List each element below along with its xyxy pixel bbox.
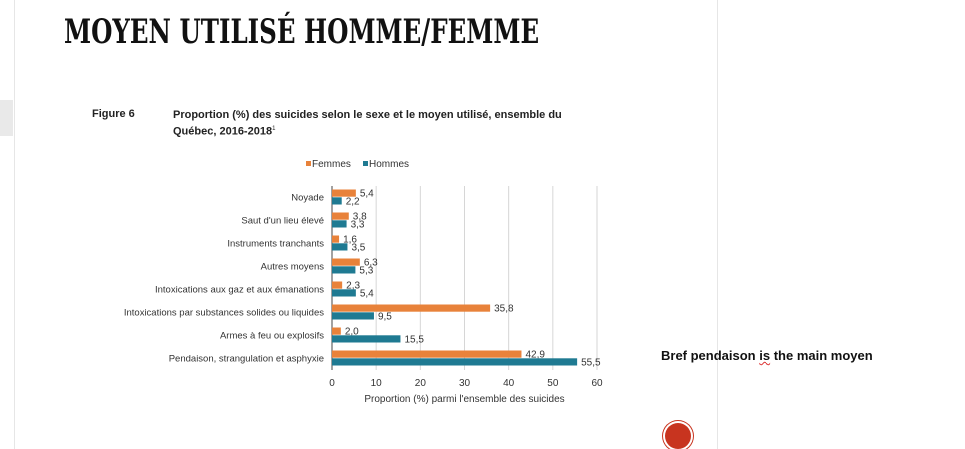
bar-hommes-5 — [332, 312, 374, 320]
category-label-4: Intoxications aux gaz et aux émanations — [155, 285, 324, 296]
data-label-femmes-4: 2,3 — [346, 281, 360, 292]
x-tick-label-2: 20 — [415, 378, 427, 389]
legend-swatch-hommes — [363, 161, 368, 166]
figure-caption-note: 1 — [272, 126, 276, 132]
data-label-hommes-7: 55,5 — [581, 357, 601, 368]
bar-femmes-3 — [332, 258, 360, 266]
slide-frame — [14, 0, 718, 449]
data-label-hommes-5: 9,5 — [378, 311, 392, 322]
bar-hommes-3 — [332, 266, 356, 274]
figure-caption-text: Proportion (%) des suicides selon le sex… — [173, 109, 562, 138]
bar-hommes-6 — [332, 335, 401, 343]
slide-note: Bref pendaison is the main moyen — [661, 348, 873, 363]
x-tick-label-6: 60 — [591, 378, 603, 389]
bar-hommes-4 — [332, 289, 356, 297]
category-label-2: Instruments tranchants — [227, 239, 324, 250]
figure-caption: Proportion (%) des suicides selon le sex… — [173, 108, 603, 139]
category-label-6: Armes à feu ou explosifs — [220, 331, 324, 342]
x-axis-label: Proportion (%) parmi l'ensemble des suic… — [364, 394, 564, 405]
note-text-after: the main moyen — [770, 348, 873, 363]
x-tick-label-3: 30 — [459, 378, 471, 389]
data-label-hommes-0: 2,2 — [346, 196, 360, 207]
bar-hommes-1 — [332, 220, 347, 228]
data-label-hommes-2: 3,5 — [351, 242, 365, 253]
data-label-femmes-1: 3,8 — [353, 212, 367, 223]
bar-femmes-2 — [332, 235, 340, 243]
slide-title: MOYEN UTILISÉ HOMME/FEMME — [64, 12, 540, 52]
note-typo-word: is — [759, 348, 771, 363]
figure-label: Figure 6 — [92, 108, 135, 120]
note-text-before: Bref pendaison — [661, 348, 760, 363]
data-label-femmes-7: 42,9 — [525, 350, 545, 361]
category-label-7: Pendaison, strangulation et asphyxie — [169, 354, 324, 365]
bar-hommes-7 — [332, 358, 578, 366]
next-slide-button[interactable] — [665, 423, 691, 449]
x-tick-label-4: 40 — [503, 378, 515, 389]
bar-femmes-5 — [332, 304, 491, 312]
bar-hommes-0 — [332, 197, 342, 205]
data-label-femmes-3: 6,3 — [364, 258, 378, 269]
data-label-femmes-2: 1,6 — [343, 235, 357, 246]
bar-hommes-2 — [332, 243, 348, 251]
bar-femmes-1 — [332, 212, 349, 220]
bar-femmes-4 — [332, 281, 343, 289]
data-label-femmes-6: 2,0 — [345, 327, 359, 338]
data-label-femmes-0: 5,4 — [360, 189, 374, 200]
data-label-femmes-5: 35,8 — [494, 304, 514, 315]
x-tick-label-1: 10 — [371, 378, 383, 389]
data-label-hommes-1: 3,3 — [351, 219, 365, 230]
data-label-hommes-4: 5,4 — [360, 288, 374, 299]
data-label-hommes-6: 15,5 — [404, 334, 424, 345]
category-label-0: Noyade — [291, 193, 324, 204]
data-label-hommes-3: 5,3 — [359, 265, 373, 276]
x-tick-label-0: 0 — [329, 378, 335, 389]
x-tick-label-5: 50 — [547, 378, 559, 389]
category-label-3: Autres moyens — [261, 262, 325, 273]
category-label-5: Intoxications par substances solides ou … — [124, 308, 324, 319]
left-panel-tab — [0, 100, 13, 136]
legend-swatch-femmes — [306, 161, 311, 166]
bar-femmes-7 — [332, 350, 522, 358]
legend-label-hommes: Hommes — [369, 159, 409, 170]
category-label-1: Saut d'un lieu élevé — [241, 216, 324, 227]
bar-femmes-0 — [332, 189, 356, 197]
legend-label-femmes: Femmes — [312, 159, 351, 170]
bar-femmes-6 — [332, 327, 341, 335]
